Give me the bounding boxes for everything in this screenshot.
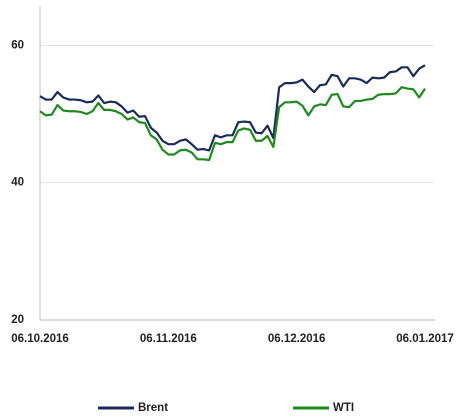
x-tick-label: 06.10.2016 [11, 333, 69, 345]
legend-label: WTI [333, 402, 354, 414]
x-tick-label: 06.01.2017 [396, 333, 454, 345]
y-tick-label: 60 [11, 39, 24, 51]
x-tick-label: 06.12.2016 [268, 333, 326, 345]
line-series [39, 86, 426, 162]
legend-label: Brent [138, 402, 168, 414]
line-series [39, 64, 426, 152]
y-tick-label: 40 [11, 177, 24, 189]
x-tick-label: 06.11.2016 [140, 333, 197, 345]
y-tick-label: 20 [11, 314, 24, 326]
